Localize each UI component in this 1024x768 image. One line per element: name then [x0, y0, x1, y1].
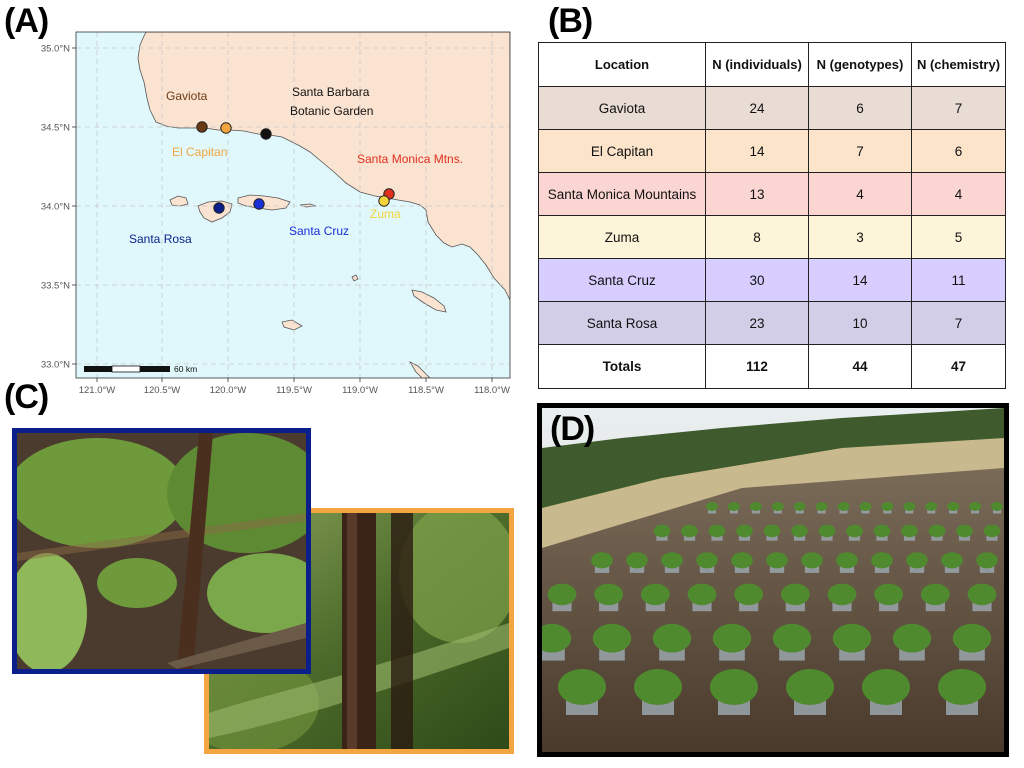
- cell-chemistry: 6: [911, 129, 1006, 173]
- site-label-sbbg-line1: Santa Barbara: [292, 85, 370, 99]
- island-santa-barbara: [351, 274, 359, 282]
- site-label-zuma: Zuma: [370, 207, 401, 221]
- island-san-clemente: [408, 361, 431, 378]
- cell-individuals: 13: [705, 172, 809, 216]
- cell-individuals: 14: [705, 129, 809, 173]
- cell-genotypes: 4: [808, 172, 912, 216]
- cell-chemistry: 7: [911, 86, 1006, 130]
- panel-label-b: (B): [548, 2, 593, 40]
- site-marker-sbbg: [260, 128, 272, 140]
- cell-location: Gaviota: [538, 86, 706, 130]
- map-gridlines: [76, 32, 510, 378]
- scale-bar-label: 60 km: [174, 364, 197, 374]
- cell-totals-genotypes: 44: [808, 344, 912, 389]
- table-totals-row: Totals 112 44 47: [538, 344, 1006, 389]
- table-row: Santa Cruz 30 14 11: [538, 258, 1006, 302]
- cell-individuals: 23: [705, 301, 809, 345]
- x-tick-label: 119.5°W: [276, 385, 312, 396]
- map-frame: [75, 31, 511, 379]
- column-header-individuals: N (individuals): [705, 42, 809, 87]
- site-marker-gaviota: [196, 121, 208, 133]
- cell-chemistry: 4: [911, 172, 1006, 216]
- site-label-gaviota: Gaviota: [166, 89, 208, 103]
- column-header-location: Location: [538, 42, 706, 87]
- column-header-chemistry: N (chemistry): [911, 42, 1006, 87]
- island-san-nicolas: [281, 319, 303, 331]
- table-row: Zuma 8 3 5: [538, 215, 1006, 259]
- cell-genotypes: 10: [808, 301, 912, 345]
- x-tick-label: 118.0°W: [474, 385, 510, 396]
- cell-individuals: 24: [705, 86, 809, 130]
- x-tick-label: 120.5°W: [144, 385, 181, 396]
- cell-genotypes: 6: [808, 86, 912, 130]
- table-row: El Capitan 14 7 6: [538, 129, 1006, 173]
- cell-location: Santa Monica Mountains: [538, 172, 706, 216]
- site-label-el-capitan: El Capitan: [172, 145, 227, 159]
- panel-label-a: (A): [4, 2, 49, 40]
- panel-label-d: (D): [550, 410, 595, 448]
- x-tick-label: 119.0°W: [342, 385, 378, 396]
- cell-chemistry: 5: [911, 215, 1006, 259]
- cell-location: Santa Rosa: [538, 301, 706, 345]
- cell-individuals: 8: [705, 215, 809, 259]
- site-marker-zuma: [378, 195, 390, 207]
- y-tick-label: 33.5°N: [41, 281, 70, 292]
- cell-location: El Capitan: [538, 129, 706, 173]
- column-header-genotypes: N (genotypes): [808, 42, 912, 87]
- x-tick-label: 118.5°W: [408, 385, 444, 396]
- site-marker-el-capitan: [220, 122, 232, 134]
- cell-totals-individuals: 112: [705, 344, 809, 389]
- site-label-sbbg-line2: Botanic Garden: [290, 104, 373, 118]
- map-axes: 121.0°W 120.5°W 120.0°W 119.5°W 119.0°W 118.5…: [41, 44, 510, 397]
- panel-label-c: (C): [4, 378, 49, 416]
- y-tick-label: 35.0°N: [41, 44, 70, 55]
- site-map: 121.0°W 120.5°W 120.0°W 119.5°W 119.0°W 118.5…: [41, 31, 511, 397]
- photo-plant-base: [12, 428, 311, 674]
- cell-location: Zuma: [538, 215, 706, 259]
- x-tick-label: 120.0°W: [210, 385, 247, 396]
- site-marker-santa-rosa: [213, 202, 225, 214]
- table-header-row: Location N (individuals) N (genotypes) N…: [538, 42, 1006, 87]
- cell-totals-chemistry: 47: [911, 344, 1006, 389]
- y-tick-label: 34.0°N: [41, 202, 70, 213]
- mainland: [137, 32, 510, 301]
- site-label-santa-cruz: Santa Cruz: [289, 224, 349, 238]
- table-row: Santa Rosa 23 10 7: [538, 301, 1006, 345]
- population-table: Location N (individuals) N (genotypes) N…: [538, 42, 1006, 389]
- site-marker-santa-cruz: [253, 198, 265, 210]
- photo-common-garden: [537, 403, 1009, 757]
- field-plants: [542, 502, 1003, 715]
- cell-genotypes: 7: [808, 129, 912, 173]
- cell-totals-label: Totals: [538, 344, 706, 389]
- scale-bar: 60 km: [84, 364, 197, 374]
- cell-chemistry: 7: [911, 301, 1006, 345]
- y-tick-label: 33.0°N: [41, 360, 70, 371]
- island-san-miguel: [169, 195, 189, 207]
- x-tick-label: 121.0°W: [79, 385, 116, 396]
- cell-location: Santa Cruz: [538, 258, 706, 302]
- site-label-santa-rosa: Santa Rosa: [129, 232, 192, 246]
- cell-chemistry: 11: [911, 258, 1006, 302]
- table-row: Gaviota 24 6 7: [538, 86, 1006, 130]
- cell-individuals: 30: [705, 258, 809, 302]
- table-row: Santa Monica Mountains 13 4 4: [538, 172, 1006, 216]
- site-label-santa-monica-mtns: Santa Monica Mtns.: [357, 152, 463, 166]
- y-tick-label: 34.5°N: [41, 123, 70, 134]
- cell-genotypes: 14: [808, 258, 912, 302]
- cell-genotypes: 3: [808, 215, 912, 259]
